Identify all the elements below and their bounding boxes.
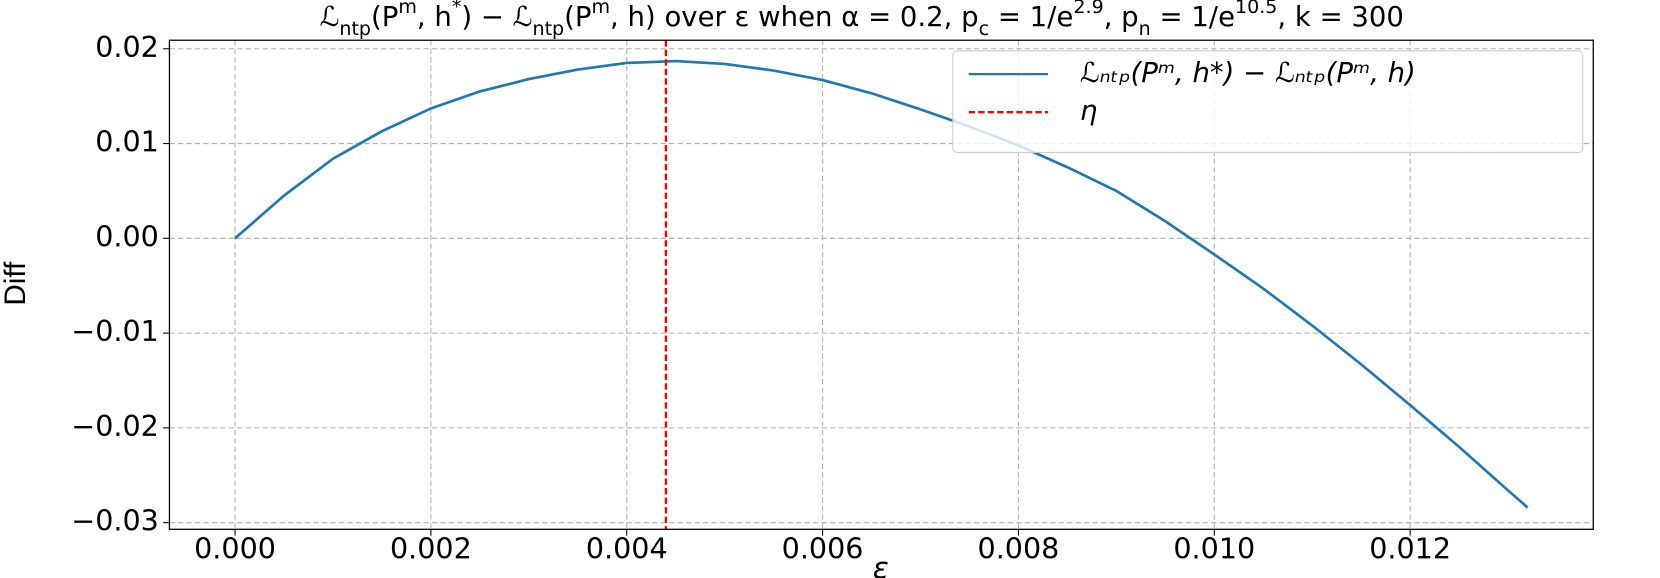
title-part: m [398,0,417,17]
title-part: , k = 300 [1277,1,1404,33]
title-part: m [591,0,610,17]
x-tick-label: 0.012 [1369,531,1451,565]
y-tick-label: −0.01 [71,314,159,348]
x-tick-label: 0.006 [782,531,864,565]
x-tick-label: 0.010 [1173,531,1255,565]
title-part: = 1/e [989,1,1073,33]
legend-box [952,50,1584,153]
y-axis-label: Diff [0,261,32,306]
y-tick-label: 0.02 [95,30,159,64]
title-part: 10.5 [1235,0,1277,17]
legend-label: ℒₙₜₚ(Pᵐ, h*) − ℒₙₜₚ(Pᵐ, h) [1080,57,1416,89]
title-part: ntp [533,17,565,39]
y-tick-label: 0.00 [95,219,159,253]
title-part: (P [371,1,398,33]
y-tick-label: −0.02 [71,409,159,443]
plot-frame [168,39,1594,530]
title-part: ntp [339,17,371,39]
x-axis-label: ε [873,550,889,578]
x-tick-label: 0.000 [194,531,276,565]
title-part: , h [417,1,452,33]
legend-label: η [1080,95,1097,127]
title-part: , h) over ε when α = 0.2, p [610,1,979,33]
title-part: = 1/e [1151,1,1235,33]
title-part: n [1139,17,1151,39]
title-part: ℒ [320,1,340,33]
series-line [234,59,1529,509]
chart-title: ℒntp(Pm, h*) − ℒntp(Pm, h) over ε when α… [320,0,1404,39]
title-part: c [979,17,989,39]
title-part: ) − ℒ [461,1,532,33]
y-tick-label: −0.03 [71,504,159,538]
x-tick-label: 0.004 [586,531,668,565]
title-part: 2.9 [1073,0,1103,17]
x-tick-label: 0.008 [978,531,1060,565]
title-part: , p [1104,1,1139,33]
title-part: (P [564,1,591,33]
y-tick-label: 0.01 [95,125,159,159]
x-tick-label: 0.002 [390,531,472,565]
title-part: * [452,0,462,17]
